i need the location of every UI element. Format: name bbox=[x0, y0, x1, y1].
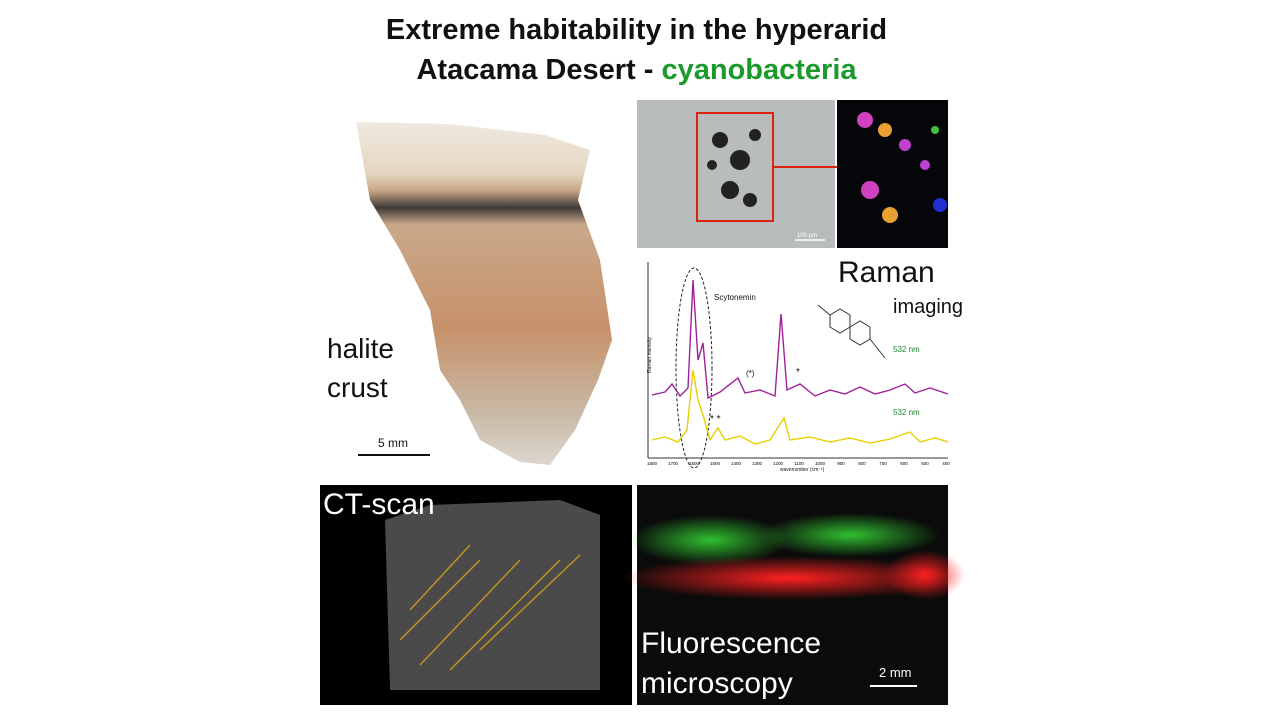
panels: 1800 1700 1600 1500 1400 1300 1200 1100 1000 900 8… bbox=[320, 100, 965, 705]
x-tick-label: 1100 bbox=[794, 461, 804, 466]
molecule-sketch bbox=[817, 304, 886, 359]
scale-label: 5 mm bbox=[378, 436, 408, 450]
label: CT-scan bbox=[323, 488, 435, 521]
title-text: Atacama Desert - bbox=[416, 54, 662, 86]
title-line: Extreme habitability in the hyperarid bbox=[385, 14, 888, 46]
micro-image bbox=[637, 100, 835, 248]
ct-volume bbox=[385, 500, 600, 690]
label: microscopy bbox=[641, 667, 793, 700]
label: crust bbox=[327, 372, 388, 403]
x-tick-label: 600 bbox=[900, 461, 908, 466]
axis-label: wavenumber (cm⁻¹) bbox=[780, 467, 825, 473]
scale-label: 100 µm bbox=[797, 233, 818, 239]
x-tick-label: 1800 bbox=[647, 461, 658, 466]
x-tick-label: 1500 bbox=[710, 461, 721, 466]
label: halite bbox=[327, 333, 394, 364]
label: imaging bbox=[893, 296, 964, 318]
x-tick-label: 500 bbox=[921, 461, 929, 466]
raman-map bbox=[837, 100, 948, 248]
x-tick-label: 900 bbox=[837, 461, 845, 466]
x-tick-label: 1000 bbox=[815, 461, 826, 466]
label: Raman bbox=[838, 256, 935, 289]
laser-label: 532 nm bbox=[893, 408, 920, 417]
marker: (*) bbox=[746, 369, 755, 378]
x-tick-label: 800 bbox=[858, 461, 866, 466]
green-layer bbox=[630, 515, 790, 565]
x-tick-label: 1600 bbox=[689, 461, 700, 466]
ct-channels bbox=[399, 544, 581, 671]
peak-ellipse bbox=[675, 267, 713, 469]
laser-label: 532 nm bbox=[893, 345, 920, 354]
red-layer bbox=[620, 556, 960, 600]
marker: * * bbox=[710, 414, 721, 425]
marker: * bbox=[796, 367, 800, 378]
raman-map-cells bbox=[857, 112, 947, 223]
spectrum bbox=[651, 369, 949, 445]
title-line: Atacama Desert - cyanobacteria bbox=[0, 54, 1273, 87]
label: Fluorescence bbox=[641, 627, 822, 660]
title-highlight: cyanobacteria bbox=[661, 54, 857, 86]
red-layer bbox=[885, 550, 965, 600]
x-tick-label: 1700 bbox=[668, 461, 679, 466]
x-tick-label: 1400 bbox=[731, 461, 742, 466]
spectrum bbox=[651, 279, 949, 400]
scale-label: 2 mm bbox=[879, 665, 912, 680]
peak-label: Scytonemin bbox=[714, 293, 756, 302]
x-ticks: 1800 1700 1600 1500 1400 1300 1200 1100 1000 900 8… bbox=[647, 461, 950, 466]
halite-sample bbox=[356, 122, 612, 465]
x-tick-label: 700 bbox=[879, 461, 887, 466]
axis-label: Raman intensity bbox=[646, 337, 653, 373]
green-layer bbox=[760, 513, 940, 557]
x-tick-label: 400 bbox=[942, 461, 950, 466]
x-tick-label: 1300 bbox=[752, 461, 763, 466]
x-tick-label: 1200 bbox=[773, 461, 784, 466]
cell-clusters bbox=[707, 129, 761, 207]
